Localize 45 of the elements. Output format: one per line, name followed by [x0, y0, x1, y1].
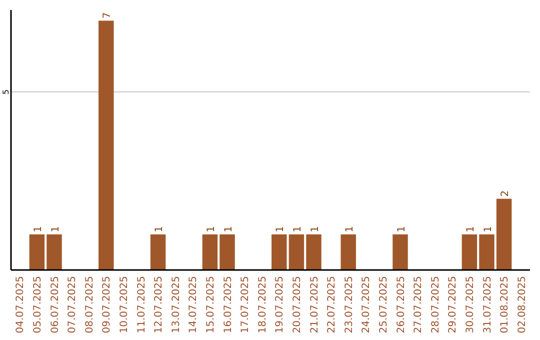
x-tick-label: 12.07.2025: [154, 276, 165, 334]
data-label: 1: [465, 226, 476, 232]
x-tick-label: 11.07.2025: [136, 276, 148, 334]
y-tick-label: 5: [2, 89, 11, 94]
data-label: 1: [344, 226, 356, 232]
x-tick-label: 01.08.2025: [500, 276, 511, 334]
x-tick-label: 02.08.2025: [516, 276, 528, 334]
data-label: 1: [275, 226, 286, 232]
x-tick-label: 16.07.2025: [222, 276, 234, 334]
x-tick-label: 21.07.2025: [309, 276, 320, 334]
data-label: 1: [50, 226, 62, 232]
x-tick-label: 20.07.2025: [292, 276, 303, 334]
data-label: 1: [292, 226, 304, 232]
x-tick-label: 08.07.2025: [84, 276, 96, 334]
data-label: 7: [102, 12, 114, 19]
x-tick-label: 19.07.2025: [274, 276, 286, 334]
x-tick-label: 28.07.2025: [430, 276, 442, 334]
x-tick-label: 29.07.2025: [448, 276, 459, 334]
data-label: 1: [32, 226, 44, 232]
x-tick-label: 06.07.2025: [50, 276, 61, 334]
x-tick-label: 13.07.2025: [170, 276, 182, 334]
x-tick-label: 25.07.2025: [378, 276, 390, 334]
x-tick-label: 18.07.2025: [257, 276, 268, 334]
data-label: 1: [482, 226, 494, 232]
data-label: 1: [154, 226, 166, 232]
x-tick-label: 15.07.2025: [205, 276, 216, 334]
x-tick-label: 14.07.2025: [188, 276, 200, 334]
x-tick-label: 05.07.2025: [32, 276, 44, 334]
x-tick-label: 04.07.2025: [15, 276, 26, 334]
x-tick-label: 23.07.2025: [344, 276, 355, 334]
x-tick-label: 07.07.2025: [67, 276, 78, 334]
data-label: 1: [396, 226, 408, 232]
data-label: 2: [500, 190, 512, 197]
x-tick-label: 27.07.2025: [413, 276, 424, 334]
x-tick-label: 10.07.2025: [118, 276, 130, 334]
x-tick-label: 31.07.2025: [482, 276, 494, 334]
x-tick-label: 22.07.2025: [326, 276, 338, 334]
x-tick-label: 24.07.2025: [361, 276, 372, 334]
x-tick-label: 09.07.2025: [102, 276, 113, 334]
data-label: 1: [206, 226, 217, 232]
x-tick-label: 30.07.2025: [464, 276, 476, 334]
data-label: 1: [310, 226, 321, 232]
x-tick-label: 26.07.2025: [396, 276, 407, 334]
x-tick-label: 17.07.2025: [240, 276, 252, 334]
data-label: 1: [223, 226, 234, 232]
